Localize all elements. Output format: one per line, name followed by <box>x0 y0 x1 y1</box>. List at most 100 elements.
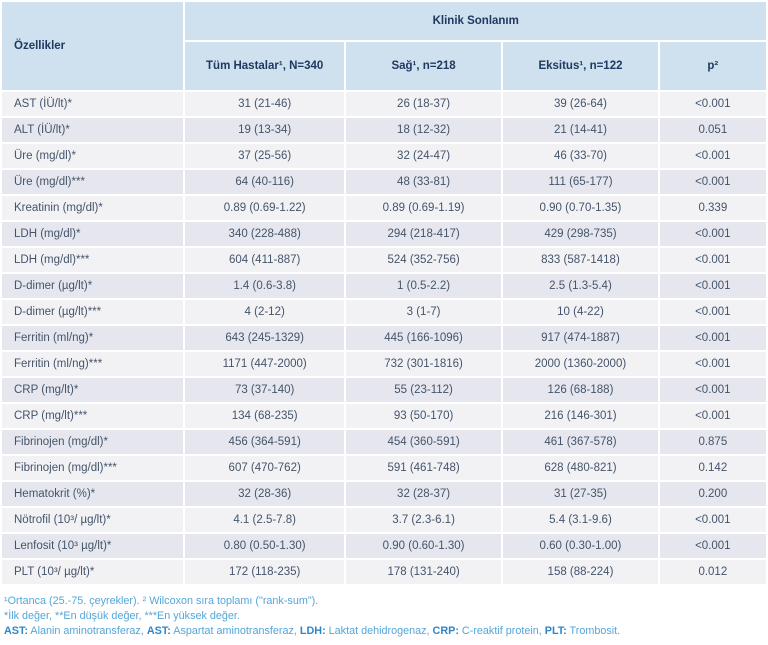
cell-value: 1 (0.5-2.2) <box>345 274 502 298</box>
cell-value: <0.001 <box>659 508 766 532</box>
row-label: Ferritin (ml/ng)*** <box>2 352 184 376</box>
row-label: LDH (mg/dl)* <box>2 222 184 246</box>
row-label: Kreatinin (mg/dl)* <box>2 196 184 220</box>
table-row: Kreatinin (mg/dl)* 0.89 (0.69-1.22) 0.89 (… <box>2 196 766 220</box>
cell-value: 48 (33-81) <box>345 170 502 194</box>
table-row: CRP (mg/lt)*** 134 (68-235) 93 (50-170) 216… <box>2 404 766 428</box>
cell-value: 0.89 (0.69-1.19) <box>345 196 502 220</box>
clinical-outcome-table: Özellikler Klinik Sonlanım Tüm Hastalar¹… <box>2 2 766 584</box>
cell-value: 178 (131-240) <box>345 560 502 584</box>
cell-value: <0.001 <box>659 222 766 246</box>
cell-value: 1.4 (0.6-3.8) <box>185 274 344 298</box>
cell-value: 2.5 (1.3-5.4) <box>503 274 658 298</box>
cell-value: <0.001 <box>659 300 766 324</box>
footnote-asterisks: *İlk değer, **En düşük değer, ***En yüks… <box>4 610 240 622</box>
cell-value: 18 (12-32) <box>345 118 502 142</box>
column-header-tum-hastalar: Tüm Hastalar¹, N=340 <box>185 42 344 90</box>
row-label: Nötrofil (10³/ µg/lt)* <box>2 508 184 532</box>
cell-value: 5.4 (3.1-9.6) <box>503 508 658 532</box>
cell-value: <0.001 <box>659 144 766 168</box>
cell-value: <0.001 <box>659 378 766 402</box>
cell-value: 0.80 (0.50-1.30) <box>185 534 344 558</box>
table-row: Ferritin (ml/ng)*** 1171 (447-2000) 732 (3… <box>2 352 766 376</box>
row-label: CRP (mg/lt)* <box>2 378 184 402</box>
cell-value: 93 (50-170) <box>345 404 502 428</box>
row-label: ALT (İÜ/lt)* <box>2 118 184 142</box>
cell-value: 32 (28-37) <box>345 482 502 506</box>
cell-value: <0.001 <box>659 274 766 298</box>
abbreviation-label: AST: <box>4 625 28 637</box>
cell-value: 31 (27-35) <box>503 482 658 506</box>
table-row: Üre (mg/dl)*** 64 (40-116) 48 (33-81) 111 (… <box>2 170 766 194</box>
footnotes: ¹Ortanca (25.-75. çeyrekler). ² Wilcoxon… <box>0 586 768 639</box>
cell-value: 126 (68-188) <box>503 378 658 402</box>
cell-value: 64 (40-116) <box>185 170 344 194</box>
footnote-median-wilcoxon: ¹Ortanca (25.-75. çeyrekler). ² Wilcoxon… <box>4 595 319 607</box>
abbreviation-label: AST: <box>146 625 171 637</box>
row-label: Hematokrit (%)* <box>2 482 184 506</box>
cell-value: 46 (33-70) <box>503 144 658 168</box>
cell-value: 216 (146-301) <box>503 404 658 428</box>
table-row: CRP (mg/lt)* 73 (37-140) 55 (23-112) 126 (6… <box>2 378 766 402</box>
cell-value: 172 (118-235) <box>185 560 344 584</box>
cell-value: 31 (21-46) <box>185 92 344 116</box>
corner-header-ozellikler: Özellikler <box>2 2 184 90</box>
cell-value: 32 (24-47) <box>345 144 502 168</box>
cell-value: 456 (364-591) <box>185 430 344 454</box>
row-label: Ferritin (ml/ng)* <box>2 326 184 350</box>
cell-value: 294 (218-417) <box>345 222 502 246</box>
cell-value: 32 (28-36) <box>185 482 344 506</box>
cell-value: <0.001 <box>659 170 766 194</box>
abbreviation-label: LDH: <box>299 625 326 637</box>
cell-value: 37 (25-56) <box>185 144 344 168</box>
table-body: AST (İÜ/lt)* 31 (21-46) 26 (18-37) 39 (26-6… <box>2 92 766 584</box>
abbreviation-text: C-reaktif protein, <box>458 625 545 637</box>
column-header-p: p² <box>659 42 766 90</box>
cell-value: 10 (4-22) <box>503 300 658 324</box>
cell-value: 55 (23-112) <box>345 378 502 402</box>
abbreviation-text: Trombosit. <box>566 625 621 637</box>
table-row: PLT (10³/ µg/lt)* 172 (118-235) 178 (131-2… <box>2 560 766 584</box>
cell-value: 111 (65-177) <box>503 170 658 194</box>
cell-value: 0.90 (0.60-1.30) <box>345 534 502 558</box>
table-row: Fibrinojen (mg/dl)*** 607 (470-762) 591 (4… <box>2 456 766 480</box>
cell-value: 454 (360-591) <box>345 430 502 454</box>
cell-value: 26 (18-37) <box>345 92 502 116</box>
cell-value: 3.7 (2.3-6.1) <box>345 508 502 532</box>
cell-value: 0.200 <box>659 482 766 506</box>
cell-value: 0.90 (0.70-1.35) <box>503 196 658 220</box>
footnote-abbreviations: AST: Alanin aminotransferaz, AST: Aspart… <box>4 624 764 639</box>
abbreviation-text: Alanin aminotransferaz, <box>28 625 147 637</box>
abbreviation-text: Laktat dehidrogenaz, <box>325 625 433 637</box>
row-label: CRP (mg/lt)*** <box>2 404 184 428</box>
cell-value: 340 (228-488) <box>185 222 344 246</box>
cell-value: 461 (367-578) <box>503 430 658 454</box>
cell-value: 2000 (1360-2000) <box>503 352 658 376</box>
cell-value: 0.051 <box>659 118 766 142</box>
cell-value: <0.001 <box>659 92 766 116</box>
row-label: Fibrinojen (mg/dl)*** <box>2 456 184 480</box>
cell-value: 3 (1-7) <box>345 300 502 324</box>
row-label: Lenfosit (10³ µg/lt)* <box>2 534 184 558</box>
cell-value: 4 (2-12) <box>185 300 344 324</box>
cell-value: <0.001 <box>659 404 766 428</box>
table-row: Hematokrit (%)* 32 (28-36) 32 (28-37) 31 (2… <box>2 482 766 506</box>
group-header-klinik-sonlanim: Klinik Sonlanım <box>185 2 766 40</box>
cell-value: <0.001 <box>659 326 766 350</box>
table-row: LDH (mg/dl)*** 604 (411-887) 524 (352-756)… <box>2 248 766 272</box>
table-row: Fibrinojen (mg/dl)* 456 (364-591) 454 (360… <box>2 430 766 454</box>
column-header-sag: Sağ¹, n=218 <box>345 42 502 90</box>
row-label: Üre (mg/dl)* <box>2 144 184 168</box>
cell-value: 21 (14-41) <box>503 118 658 142</box>
cell-value: 0.60 (0.30-1.00) <box>503 534 658 558</box>
table-row: Ferritin (ml/ng)* 643 (245-1329) 445 (166-… <box>2 326 766 350</box>
row-label: LDH (mg/dl)*** <box>2 248 184 272</box>
table-row: ALT (İÜ/lt)* 19 (13-34) 18 (12-32) 21 (14-4… <box>2 118 766 142</box>
column-header-eksitus: Eksitus¹, n=122 <box>503 42 658 90</box>
row-label: D-dimer (µg/lt)*** <box>2 300 184 324</box>
cell-value: 917 (474-1887) <box>503 326 658 350</box>
table-row: AST (İÜ/lt)* 31 (21-46) 26 (18-37) 39 (26-6… <box>2 92 766 116</box>
cell-value: 1171 (447-2000) <box>185 352 344 376</box>
table-row: Lenfosit (10³ µg/lt)* 0.80 (0.50-1.30) 0.9… <box>2 534 766 558</box>
